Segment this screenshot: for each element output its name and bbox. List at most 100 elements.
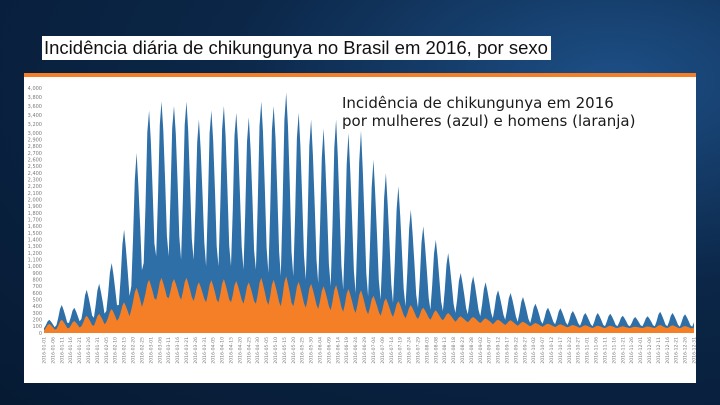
x-tick-label: 2016-04-30 [255,337,261,364]
x-tick-label: 2016-01-16 [68,337,74,364]
x-tick-label: 2016-11-11 [603,337,609,364]
y-tick-label: 800 [32,278,42,284]
x-tick-label: 2016-05-05 [264,337,270,364]
x-tick-label: 2016-03-31 [202,337,208,364]
x-tick-label: 2016-05-20 [291,337,297,364]
x-tick-label: 2016-02-25 [139,337,145,364]
y-tick-label: 2,800 [28,144,42,150]
x-tick-label: 2016-08-03 [424,337,430,364]
x-tick-label: 2016-05-10 [273,337,279,364]
x-tick-label: 2016-11-16 [611,337,617,364]
x-tick-label: 2016-03-01 [148,337,154,364]
y-tick-label: 2,700 [28,151,42,157]
x-tick-label: 2016-05-15 [282,337,288,364]
x-tick-label: 2016-10-27 [576,337,582,364]
y-tick-label: 100 [32,324,42,330]
x-tick-label: 2016-02-05 [104,337,110,364]
x-tick-label: 2016-12-16 [665,337,671,364]
y-tick-label: 0 [39,331,42,337]
x-tick-label: 2016-07-24 [407,337,413,364]
y-tick-label: 2,500 [28,164,42,170]
y-tick-label: 2,200 [28,184,42,190]
y-tick-label: 3,600 [28,104,42,110]
x-tick-label: 2016-10-12 [549,337,555,364]
x-tick-label: 2016-07-09 [380,337,386,364]
y-tick-label: 600 [32,291,42,297]
y-tick-label: 2,000 [28,198,42,204]
x-tick-label: 2016-03-06 [157,337,163,364]
x-tick-label: 2016-05-25 [300,337,306,364]
x-tick-label: 2016-10-17 [558,337,564,364]
x-tick-label: 2016-12-01 [638,337,644,364]
x-tick-label: 2016-01-31 [95,337,101,364]
x-tick-label: 2016-01-26 [86,337,92,364]
y-tick-label: 700 [32,284,42,290]
y-tick-label: 1,100 [28,258,42,264]
x-tick-label: 2016-12-26 [683,337,689,364]
x-tick-label: 2016-01-06 [50,337,56,364]
y-tick-label: 1,200 [28,251,42,257]
x-tick-label: 2016-03-11 [166,337,172,364]
y-tick-label: 2,400 [28,171,42,177]
x-tick-label: 2016-11-26 [629,337,635,364]
x-tick-label: 2016-12-11 [656,337,662,364]
x-tick-label: 2016-04-15 [229,337,235,364]
y-tick-label: 2,900 [28,138,42,144]
x-tick-label: 2016-06-24 [353,337,359,364]
x-tick-label: 2016-02-10 [113,337,119,364]
x-tick-label: 2016-04-10 [220,337,226,364]
x-tick-label: 2016-07-29 [416,337,422,364]
slide-title: Incidência diária de chikungunya no Bras… [42,36,551,60]
x-tick-label: 2016-12-06 [647,337,653,364]
x-tick-label: 2016-11-06 [594,337,600,364]
x-tick-label: 2016-07-19 [398,337,404,364]
x-tick-label: 2016-09-17 [505,337,511,364]
y-tick-label: 1,000 [28,264,42,270]
accent-strip [24,73,696,77]
x-tick-label: 2016-01-01 [42,337,48,364]
x-tick-label: 2016-08-23 [460,337,466,364]
x-tick-label: 2016-05-30 [309,337,315,364]
x-tick-label: 2016-08-08 [433,337,439,364]
x-tick-label: 2016-12-31 [692,337,697,364]
chart-title: Incidência de chikungunya em 2016 por mu… [342,94,636,130]
x-tick-label: 2016-10-22 [567,337,573,364]
x-tick-label: 2016-09-27 [522,337,528,364]
series-men-area [44,276,694,333]
y-tick-label: 400 [32,304,42,310]
chart-panel: 0 100 200 300 400 500 600 700 800 900 1,000 1,100 1,… [24,77,696,383]
x-tick-label: 2016-09-07 [487,337,493,364]
y-tick-label: 3,200 [28,122,42,128]
y-tick-label: 3,800 [28,95,42,101]
x-tick-label: 2016-01-21 [77,337,83,364]
incidence-chart: 01002003004005006007008009001,0001,1001,… [28,86,697,364]
x-tick-label: 2016-04-05 [211,337,217,364]
y-tick-label: 900 [32,271,42,277]
x-tick-label: 2016-01-11 [59,337,65,364]
x-tick-label: 2016-03-21 [184,337,190,364]
x-tick-label: 2016-06-04 [318,337,324,364]
x-tick-label: 2016-10-02 [531,337,537,364]
x-tick-label: 2016-07-04 [371,337,377,364]
series-women-area [44,92,694,333]
y-tick-label: 1,700 [28,218,42,224]
x-tick-label: 2016-09-02 [478,337,484,364]
x-tick-label: 2016-10-07 [540,337,546,364]
y-tick-label: 1,400 [28,238,42,244]
x-tick-label: 2016-02-20 [131,337,137,364]
y-tick-label: 1,800 [28,211,42,217]
x-tick-label: 2016-02-15 [122,337,128,364]
y-tick-label: 500 [32,298,42,304]
x-tick-label: 2016-11-01 [585,337,591,364]
y-tick-label: 2,600 [28,158,42,164]
y-tick-label: 1,500 [28,231,42,237]
x-tick-label: 2016-07-14 [389,337,395,364]
y-tick-label: 2,100 [28,191,42,197]
x-tick-label: 2016-09-12 [496,337,502,364]
y-tick-label: 200 [32,318,42,324]
y-tick-label: 3,400 [28,113,42,119]
x-tick-label: 2016-06-29 [362,337,368,364]
y-tick-label: 1,300 [28,244,42,250]
x-tick-label: 2016-08-13 [442,337,448,364]
x-tick-label: 2016-11-21 [620,337,626,364]
